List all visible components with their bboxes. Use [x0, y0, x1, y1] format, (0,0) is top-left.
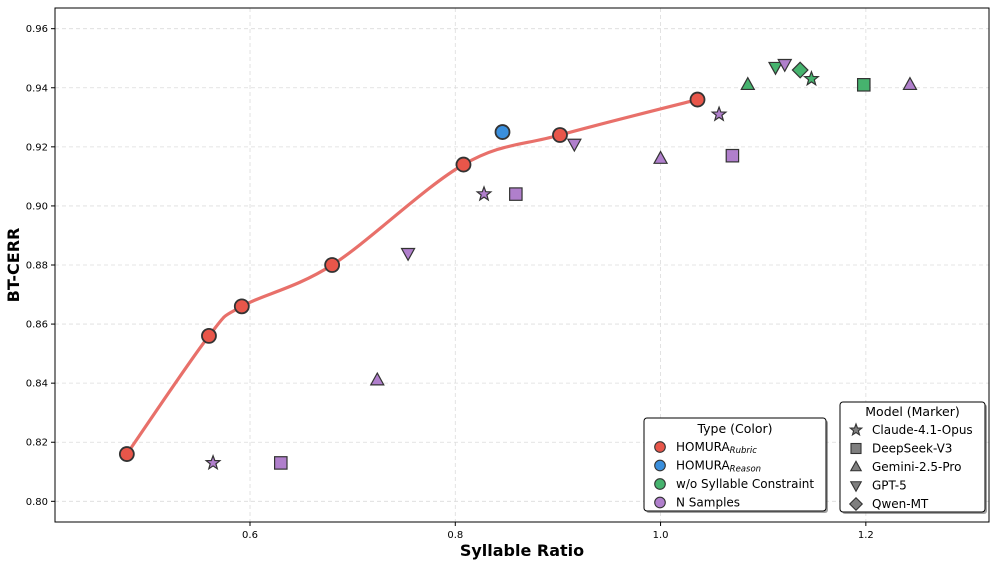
data-point-rubric-circle — [118, 446, 135, 462]
data-point-n_samples-tri-down — [400, 247, 416, 262]
x-tick-label: 1.0 — [653, 530, 669, 541]
data-point-no_syllable-tri-down — [767, 61, 784, 76]
legend-type-color: Type (Color)HOMURARubricHOMURAReasonw/o … — [643, 417, 828, 513]
data-point-n_samples-square — [274, 456, 288, 470]
legend-entry-label: Claude-4.1-Opus — [872, 423, 973, 437]
legends: Type (Color)HOMURARubricHOMURAReasonw/o … — [643, 401, 987, 514]
data-point-rubric-circle — [233, 298, 250, 315]
legend-marker-circle — [654, 441, 666, 453]
data-points — [118, 58, 918, 471]
legend-entry-label: N Samples — [676, 496, 740, 510]
data-point-rubric-circle — [552, 127, 568, 143]
y-tick-label: 0.88 — [26, 261, 48, 272]
data-point-n_samples-square — [725, 148, 740, 163]
legend-marker-circle — [654, 459, 666, 472]
data-point-rubric-circle — [324, 257, 341, 273]
x-tick-label: 0.8 — [447, 530, 463, 541]
legend-entry-label: GPT-5 — [872, 479, 907, 493]
data-point-reason-circle — [494, 124, 511, 140]
legend-entry-subscript: Reason — [730, 465, 761, 475]
legend-marker-tri-down — [849, 481, 863, 493]
legend-marker-circle — [654, 478, 666, 490]
data-point-n_samples-square — [509, 187, 523, 201]
legend-entry-label: Qwen-MT — [872, 497, 929, 511]
legend-title: Model (Marker) — [865, 404, 959, 419]
data-point-rubric-circle — [455, 156, 472, 173]
data-point-n_samples-star — [204, 453, 222, 471]
legend-box — [839, 401, 986, 513]
legend-title: Type (Color) — [696, 421, 772, 436]
x-tick-label: 1.2 — [858, 530, 874, 541]
legend-entry-label: w/o Syllable Constraint — [676, 477, 814, 491]
legend-box — [643, 417, 827, 512]
data-point-n_samples-star — [475, 185, 493, 202]
y-tick-label: 0.90 — [26, 201, 48, 212]
y-tick-label: 0.80 — [26, 497, 48, 508]
legend-marker-star — [848, 422, 864, 437]
series-reason — [494, 124, 511, 140]
series-n_samples — [204, 58, 918, 471]
x-axis-label: Syllable Ratio — [460, 541, 584, 560]
legend-marker-diamond — [848, 496, 864, 512]
legend-entry-label: DeepSeek-V3 — [872, 442, 952, 456]
y-tick-label: 0.96 — [26, 24, 48, 35]
legend-marker-triangle — [849, 460, 863, 472]
y-tick-label: 0.92 — [26, 142, 48, 153]
series-no_syllable — [740, 61, 871, 92]
axis-ticks: 0.6 0.8 1.0 1.2 0.80 0.82 0.84 0.86 0.88 0.90 0.92… — [26, 24, 874, 541]
legend-entry-label: Gemini-2.5-Pro — [872, 460, 961, 474]
data-point-n_samples-triangle — [653, 150, 669, 164]
data-point-no_syllable-diamond — [791, 61, 809, 79]
data-point-rubric-circle — [201, 327, 217, 344]
y-tick-label: 0.82 — [26, 438, 48, 449]
data-point-rubric-circle — [689, 91, 706, 108]
data-point-n_samples-triangle — [369, 371, 385, 386]
data-point-n_samples-tri-down — [777, 58, 793, 73]
y-tick-label: 0.84 — [26, 379, 48, 390]
y-tick-label: 0.94 — [26, 83, 48, 94]
data-point-no_syllable-triangle — [740, 76, 756, 91]
series-rubric — [118, 91, 706, 462]
data-point-no_syllable-square — [856, 78, 871, 92]
y-tick-label: 0.86 — [26, 320, 48, 331]
data-point-n_samples-tri-down — [566, 138, 582, 153]
data-point-n_samples-star — [710, 105, 728, 122]
legend-marker-square — [850, 442, 862, 455]
data-point-n_samples-triangle — [902, 76, 918, 91]
legend-model-marker: Model (Marker) Claude-4.1-Opus DeepSeek-V3… — [839, 401, 987, 514]
x-tick-label: 0.6 — [242, 530, 258, 541]
data-point-no_syllable-star — [802, 69, 820, 87]
legend-marker-circle — [654, 496, 666, 509]
y-axis-label: BT-CERR — [4, 228, 23, 303]
legend-entry-subscript: Rubric — [730, 446, 758, 456]
